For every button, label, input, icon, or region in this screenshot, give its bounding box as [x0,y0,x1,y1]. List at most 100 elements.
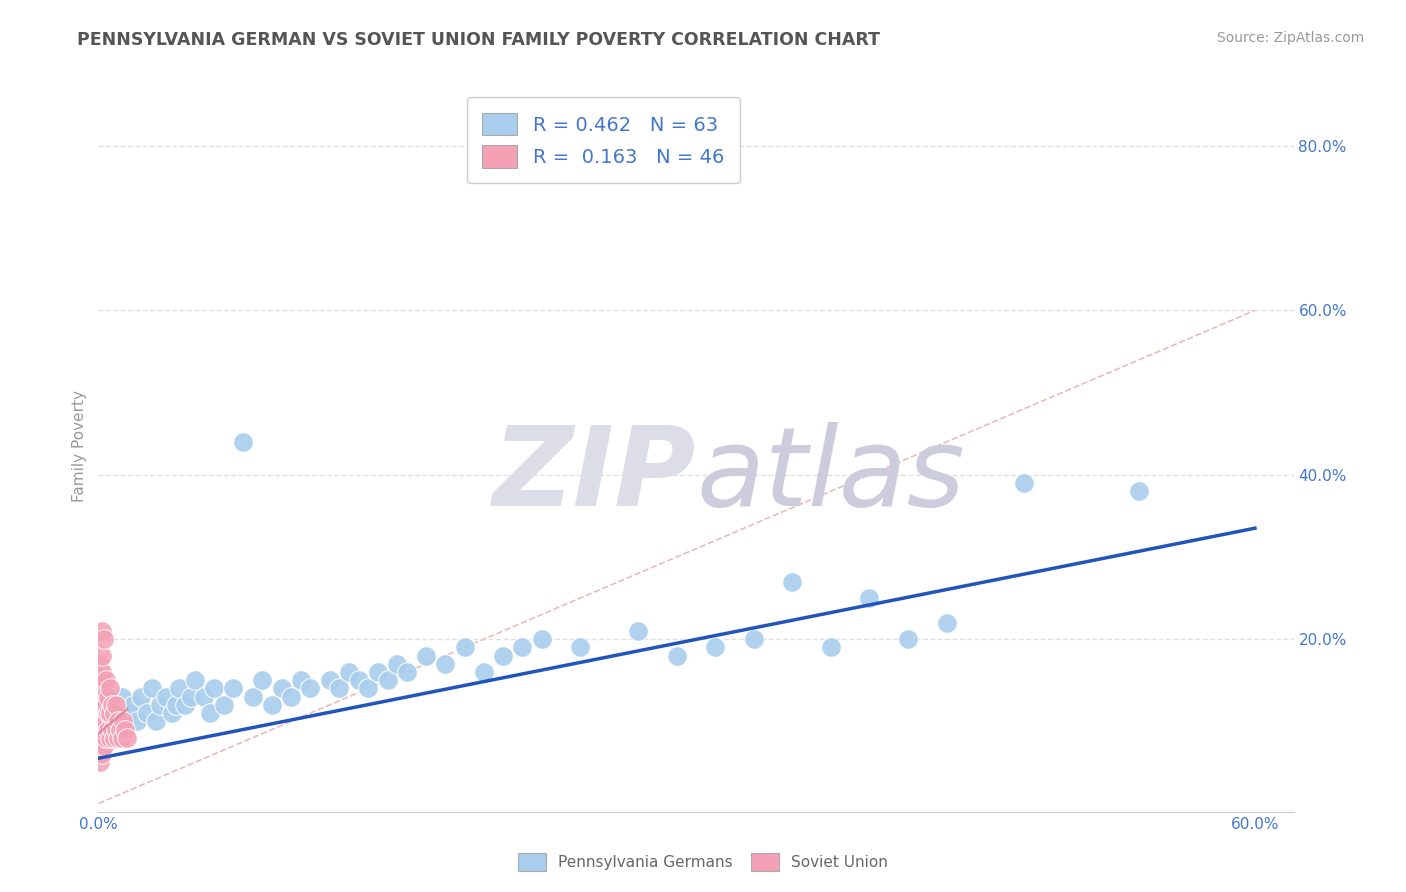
Point [242,690,264,704]
Point [91,731,114,745]
Point [935,615,957,630]
Point [91,714,114,729]
Point [155,690,177,704]
Point [91,714,114,729]
Point [184,673,207,688]
Text: PENNSYLVANIA GERMAN VS SOVIET UNION FAMILY POVERTY CORRELATION CHART: PENNSYLVANIA GERMAN VS SOVIET UNION FAMI… [77,31,880,49]
Point [98,731,121,745]
Point [212,698,235,712]
Point [395,665,418,679]
Point [89,756,111,770]
Point [145,714,167,729]
Point [103,706,125,720]
Point [101,698,124,712]
Point [89,723,111,737]
Point [512,640,534,655]
Point [232,434,254,449]
Point [222,681,245,696]
Point [165,698,187,712]
Point [820,640,842,655]
Point [93,723,115,737]
Point [107,723,129,737]
Point [118,706,141,720]
Point [141,681,163,696]
Point [98,731,121,745]
Point [94,673,117,688]
Point [114,723,136,737]
Point [117,731,139,745]
Point [260,698,283,712]
Point [89,739,111,753]
Point [91,624,114,638]
Point [89,714,111,729]
Point [98,681,121,696]
Point [453,640,475,655]
Y-axis label: Family Poverty: Family Poverty [72,390,87,502]
Point [704,640,727,655]
Point [104,698,127,712]
Text: ZIP: ZIP [492,422,696,529]
Point [347,673,370,688]
Point [112,714,135,729]
Point [93,632,115,647]
Point [858,591,880,605]
Point [89,657,111,671]
Point [91,681,114,696]
Point [492,648,515,663]
Point [93,739,115,753]
Point [180,690,202,704]
Point [328,681,350,696]
Point [94,698,117,712]
Point [93,706,115,720]
Point [101,723,124,737]
Point [89,731,111,745]
Point [89,673,111,688]
Point [94,731,117,745]
Point [897,632,920,647]
Point [270,681,292,696]
Point [129,690,152,704]
Point [103,731,125,745]
Point [252,673,274,688]
Point [135,706,157,720]
Point [299,681,322,696]
Point [415,648,437,663]
Point [110,731,132,745]
Point [97,690,120,704]
Point [110,690,132,704]
Point [1128,484,1150,499]
Point [472,665,495,679]
Legend: R = 0.462   N = 63, R =  0.163   N = 46: R = 0.462 N = 63, R = 0.163 N = 46 [467,97,740,183]
Point [91,698,114,712]
Point [97,723,120,737]
Point [89,698,111,712]
Point [107,714,129,729]
Point [89,706,111,720]
Text: atlas: atlas [696,422,965,529]
Point [377,673,399,688]
Point [103,706,125,720]
Point [367,665,389,679]
Point [742,632,765,647]
Point [782,574,804,589]
Point [97,706,120,720]
Point [160,706,183,720]
Point [1012,475,1035,490]
Point [93,690,115,704]
Point [200,706,222,720]
Point [193,690,215,704]
Point [91,648,114,663]
Point [107,731,129,745]
Point [385,657,409,671]
Point [434,657,457,671]
Point [149,698,172,712]
Point [89,681,111,696]
Point [290,673,312,688]
Point [337,665,360,679]
Point [627,624,650,638]
Point [104,723,127,737]
Text: Source: ZipAtlas.com: Source: ZipAtlas.com [1216,31,1364,45]
Point [202,681,225,696]
Point [125,714,148,729]
Point [98,706,121,720]
